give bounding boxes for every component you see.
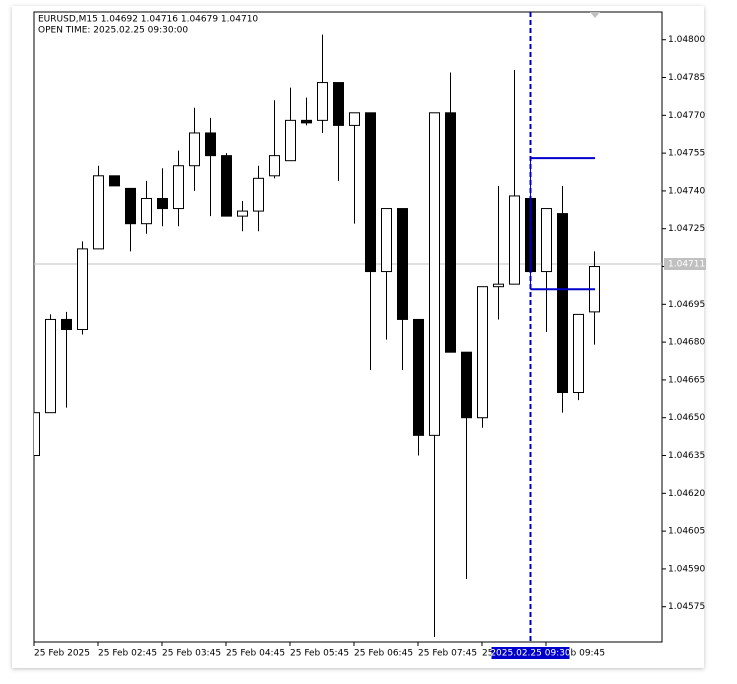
candle-body xyxy=(381,208,392,273)
candle-body xyxy=(365,112,376,273)
y-tick-label: 1.04590 xyxy=(668,564,705,574)
candle-body xyxy=(477,286,488,419)
candle-body xyxy=(413,318,424,436)
y-tick-label: 1.04740 xyxy=(668,186,705,196)
y-tick-label: 1.04650 xyxy=(668,413,705,423)
y-tick-label: 1.04680 xyxy=(668,338,705,348)
candle-body xyxy=(445,112,456,353)
cursor-label: 2025.02.25 09:30 xyxy=(490,649,571,659)
x-tick-label: 25 Feb 09:45 xyxy=(546,649,605,659)
candle-body xyxy=(397,208,408,320)
candle-body xyxy=(61,318,72,331)
x-tick-label: 25 Feb 04:45 xyxy=(226,649,285,659)
candle-body xyxy=(253,177,264,212)
y-tick-label: 1.04785 xyxy=(668,73,705,83)
candle-body xyxy=(269,155,280,177)
candle-body xyxy=(77,248,88,331)
candle-body xyxy=(461,351,472,419)
candle-body xyxy=(157,197,168,210)
x-tick-label: 25 Feb 05:45 xyxy=(290,649,349,659)
y-tick-label: 1.04575 xyxy=(668,602,705,612)
y-tick-label: 1.04620 xyxy=(668,489,705,499)
candle-body xyxy=(301,119,312,124)
candle-body xyxy=(173,165,184,210)
candle-body xyxy=(45,318,56,414)
candle-body xyxy=(205,132,216,157)
candle-body xyxy=(333,82,344,126)
candle-body xyxy=(429,112,440,436)
current-price-box xyxy=(664,258,706,270)
candle-body xyxy=(109,175,120,187)
symbol-line: EURUSD,M15 1.04692 1.04716 1.04679 1.047… xyxy=(38,15,258,25)
y-tick-label: 1.04725 xyxy=(668,224,705,234)
candle-body xyxy=(237,210,248,217)
candle-body xyxy=(317,82,328,121)
axes-layer: 1.04575 1.04590 1.04605 1.04620 1.04635 1.046… xyxy=(33,12,706,659)
y-tick-label: 1.04770 xyxy=(668,111,705,121)
candle-body xyxy=(493,283,504,288)
shift-marker xyxy=(590,12,600,18)
candle-body xyxy=(125,187,136,225)
y-tick-label: 1.04695 xyxy=(668,300,705,310)
candle-body xyxy=(221,155,232,217)
open-time: OPEN TIME: 2025.02.25 09:30:00 xyxy=(38,26,188,36)
cursor-box xyxy=(491,647,570,659)
y-tick-label: 1.04635 xyxy=(668,451,705,461)
candle-body xyxy=(141,197,152,225)
candle-body xyxy=(509,195,520,285)
candle-body xyxy=(541,208,552,273)
x-tick-label: 25 Feb 07:45 xyxy=(418,649,477,659)
x-tick-label: 25 Feb 02:45 xyxy=(98,649,157,659)
plot-layer xyxy=(34,34,662,637)
y-tick-label: 1.04800 xyxy=(668,35,705,45)
x-tick-label: 25 Feb 06:45 xyxy=(354,649,413,659)
current-price-label: 1.04711 xyxy=(668,260,705,270)
y-tick-label: 1.04755 xyxy=(668,149,705,159)
candle-body xyxy=(93,175,104,250)
x-tick-label: 25 Feb 03:45 xyxy=(162,649,221,659)
y-tick-label: 1.04665 xyxy=(668,375,705,385)
y-tick-label: 1.04605 xyxy=(668,527,705,537)
candle-body xyxy=(285,119,296,162)
candle-body xyxy=(189,132,200,167)
candle-body xyxy=(557,213,568,394)
candle-body xyxy=(573,313,584,394)
candle-body xyxy=(34,412,40,457)
x-tick-label: 25 Feb 2025 xyxy=(34,649,90,659)
candle-body xyxy=(349,112,360,126)
